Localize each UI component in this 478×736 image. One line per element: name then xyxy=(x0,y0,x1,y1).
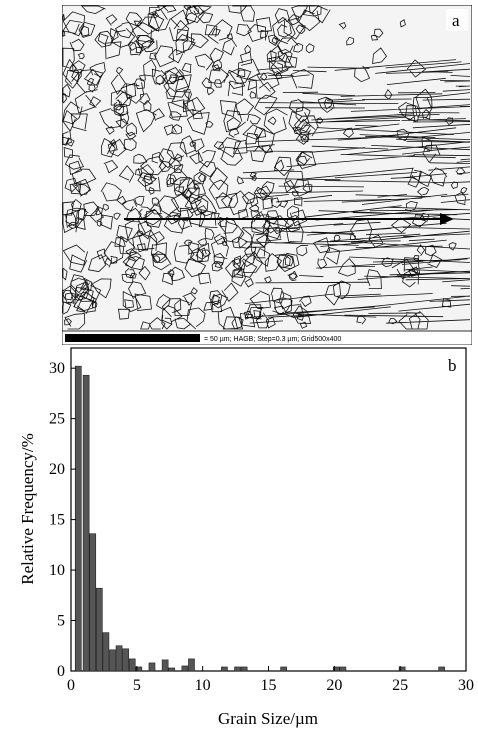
histogram-bar xyxy=(109,649,116,672)
histogram-bar xyxy=(148,662,156,672)
histogram-bar xyxy=(181,665,189,672)
x-tick-label: 20 xyxy=(326,677,342,694)
y-axis-label: Relative Frequency/% xyxy=(18,433,37,585)
plot-frame xyxy=(70,347,467,672)
histogram-bar xyxy=(398,666,406,672)
histogram-bar xyxy=(89,533,97,672)
x-tick-label: 25 xyxy=(392,677,408,694)
histogram-bar xyxy=(339,666,347,672)
panel-label-b: b xyxy=(448,356,457,375)
axis-ticks: 0 5 10 15 20 25 30 0 5 10 15 20 25 30 xyxy=(49,360,474,694)
bars xyxy=(74,365,445,672)
histogram-bar xyxy=(280,666,287,672)
histogram-bar xyxy=(115,645,123,672)
histogram-bar xyxy=(438,666,445,672)
y-tick-label: 5 xyxy=(57,613,65,630)
y-tick-label: 25 xyxy=(49,411,65,428)
histogram-bar xyxy=(221,666,228,672)
ebsd-micrograph: = 50 µm; HAGB; Step=0.3 µm; Grid500x400 … xyxy=(62,5,472,345)
arrow-head-icon xyxy=(440,213,454,225)
x-axis-label: Grain Size/µm xyxy=(218,709,318,728)
histogram-bar xyxy=(95,587,103,672)
histogram-bar xyxy=(240,666,248,672)
histogram-bar xyxy=(161,659,169,672)
panel-label-a: a xyxy=(452,11,460,30)
histogram-bar xyxy=(332,666,340,672)
micrograph-caption: = 50 µm; HAGB; Step=0.3 µm; Grid500x400 xyxy=(204,336,341,343)
histogram-bar xyxy=(168,667,176,672)
histogram-bar xyxy=(122,648,129,672)
panel-label-a-bg xyxy=(446,9,468,31)
grain-boundary-network xyxy=(62,5,471,330)
histogram-bar xyxy=(234,666,241,672)
x-tick-label: 10 xyxy=(195,677,211,694)
x-tick-label: 15 xyxy=(261,677,277,694)
x-tick-label: 0 xyxy=(67,677,75,694)
histogram-bar xyxy=(135,666,143,672)
y-tick-label: 30 xyxy=(49,360,65,377)
grain-boundaries xyxy=(62,5,471,330)
y-tick-label: 15 xyxy=(49,512,65,529)
histogram-bar xyxy=(82,374,90,672)
x-tick-label: 5 xyxy=(133,677,141,694)
y-tick-label: 10 xyxy=(49,562,65,579)
histogram-bar xyxy=(74,365,82,672)
micrograph-background xyxy=(62,5,472,345)
histogram-bar xyxy=(128,658,136,672)
histogram-bar xyxy=(102,632,110,672)
histogram-bar xyxy=(188,658,195,672)
x-tick-label: 30 xyxy=(458,677,474,694)
scale-bar xyxy=(65,334,200,342)
y-tick-label: 20 xyxy=(49,461,65,478)
grain-size-histogram: 0 5 10 15 20 25 30 0 5 10 15 20 25 30 b Grain Size/µm… xyxy=(18,347,474,728)
y-tick-label: 0 xyxy=(57,663,65,680)
